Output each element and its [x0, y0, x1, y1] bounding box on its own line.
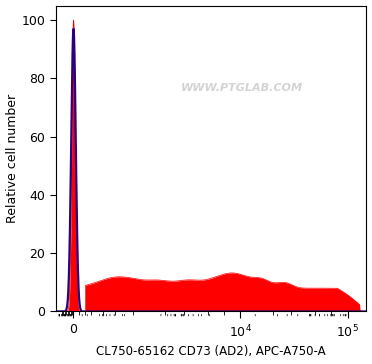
Y-axis label: Relative cell number: Relative cell number: [6, 94, 19, 223]
Text: WWW.PTGLAB.COM: WWW.PTGLAB.COM: [181, 83, 303, 93]
X-axis label: CL750-65162 CD73 (AD2), APC-A750-A: CL750-65162 CD73 (AD2), APC-A750-A: [96, 345, 326, 359]
